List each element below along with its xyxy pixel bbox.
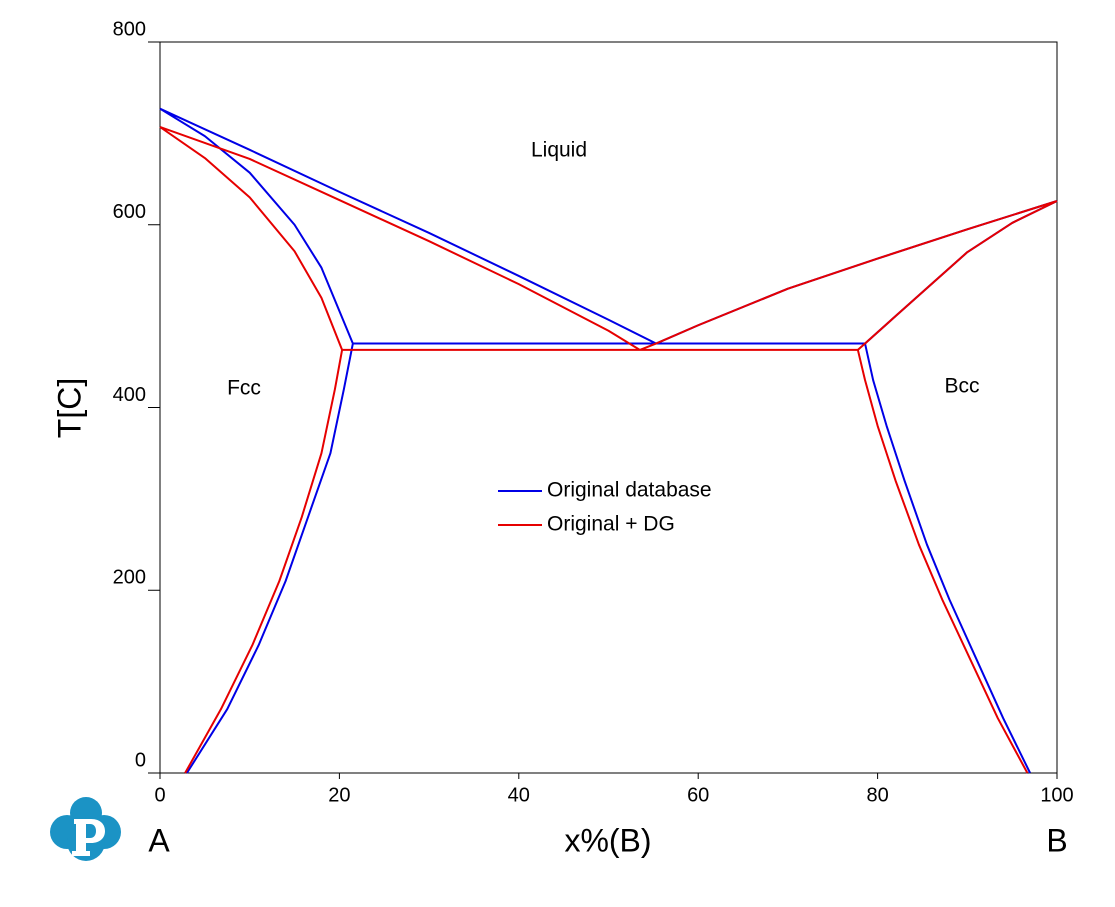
x-tick-label: 80 bbox=[866, 784, 888, 806]
x-axis-title: x%(B) bbox=[564, 822, 651, 858]
axis-end-label: A bbox=[148, 822, 170, 858]
x-tick-label: 100 bbox=[1040, 784, 1073, 806]
y-tick-label: 600 bbox=[113, 201, 146, 223]
y-tick-label: 0 bbox=[135, 749, 146, 771]
phase-boundary bbox=[159, 107, 1058, 774]
plot-frame bbox=[159, 41, 1058, 774]
logo bbox=[50, 797, 121, 861]
phase-label: Bcc bbox=[944, 375, 979, 398]
y-axis-title: T[C] bbox=[51, 378, 87, 438]
x-tick-label: 40 bbox=[508, 784, 530, 806]
legend-label: Original + DG bbox=[547, 513, 675, 536]
x-tick-label: 0 bbox=[154, 784, 165, 806]
x-tick-label: 60 bbox=[687, 784, 709, 806]
x-tick-label: 20 bbox=[328, 784, 350, 806]
phase-label: Fcc bbox=[227, 377, 261, 400]
y-tick-label: 400 bbox=[113, 384, 146, 406]
phase-label: Liquid bbox=[531, 139, 587, 162]
y-tick-label: 800 bbox=[113, 18, 146, 40]
legend-label: Original database bbox=[547, 479, 712, 502]
phase-boundary bbox=[159, 126, 1058, 774]
axis-end-label: B bbox=[1046, 822, 1067, 858]
y-tick-label: 200 bbox=[113, 567, 146, 589]
